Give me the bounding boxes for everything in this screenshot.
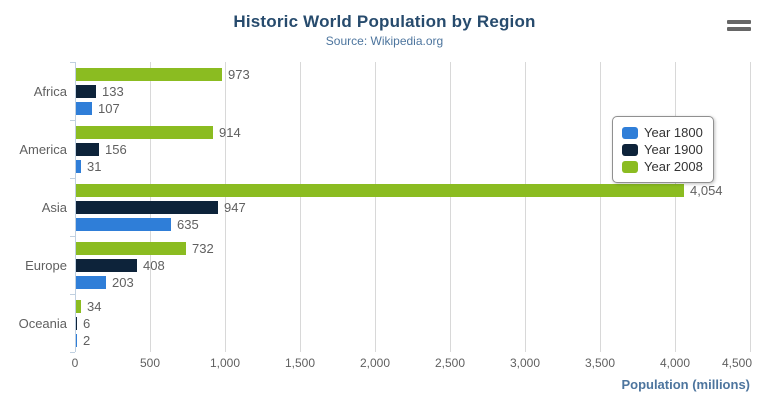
gridline [750, 62, 751, 352]
x-axis-title: Population (millions) [621, 377, 750, 392]
category-axis-tick [70, 352, 75, 353]
bar-year-1900 [76, 85, 96, 98]
bar-value-label: 635 [177, 217, 199, 232]
bar-year-1800 [76, 102, 92, 115]
bar-year-2008 [76, 126, 213, 139]
bar-value-label: 107 [98, 101, 120, 116]
category-axis-tick [70, 62, 75, 63]
legend-item[interactable]: Year 2008 [622, 159, 703, 174]
bar-value-label: 973 [228, 67, 250, 82]
legend-swatch [622, 143, 638, 156]
x-tick-label: 2,000 [359, 356, 391, 370]
bar-year-2008 [76, 242, 186, 255]
chart-subtitle: Source: Wikipedia.org [325, 34, 444, 48]
x-tick-label: 0 [71, 356, 79, 370]
x-tick-label: 500 [139, 356, 161, 370]
gridline [225, 62, 226, 352]
bar-value-label: 947 [224, 200, 246, 215]
gridline [600, 62, 601, 352]
x-tick-label: 1,500 [284, 356, 316, 370]
bar-value-label: 34 [87, 299, 102, 314]
gridline [525, 62, 526, 352]
gridline [300, 62, 301, 352]
bar-value-label: 2 [83, 333, 91, 348]
x-tick-label: 2,500 [434, 356, 466, 370]
legend-swatch [622, 126, 638, 139]
gridline [450, 62, 451, 352]
x-tick-label: 4,500 [721, 356, 753, 370]
bar-year-2008 [76, 68, 222, 81]
bar-year-2008 [76, 184, 684, 197]
bar-value-label: 732 [192, 241, 214, 256]
hamburger-icon [727, 20, 751, 31]
category-axis-tick [70, 236, 75, 237]
bar-year-1800 [76, 218, 171, 231]
chart-title: Historic World Population by Region [233, 12, 536, 31]
gridline [375, 62, 376, 352]
bar-value-label: 203 [112, 275, 134, 290]
bar-year-2008 [76, 300, 81, 313]
bar-year-1900 [76, 259, 137, 272]
legend-swatch [622, 160, 638, 173]
legend-item-label: Year 1900 [644, 142, 703, 157]
category-axis-tick [70, 120, 75, 121]
category-label: Africa [33, 83, 67, 99]
bar-year-1900 [76, 201, 218, 214]
legend-item[interactable]: Year 1800 [622, 125, 703, 140]
x-tick-label: 4,000 [659, 356, 691, 370]
legend: Year 1800 Year 1900 Year 2008 [612, 116, 714, 183]
category-label: America [19, 141, 67, 157]
legend-item[interactable]: Year 1900 [622, 142, 703, 157]
bar-value-label: 31 [87, 159, 102, 174]
legend-item-label: Year 1800 [644, 125, 703, 140]
legend-item-label: Year 2008 [644, 159, 703, 174]
x-tick-label: 1,000 [209, 356, 241, 370]
bar-year-1800 [76, 334, 77, 347]
x-tick-label: 3,000 [509, 356, 541, 370]
gridline [675, 62, 676, 352]
category-label: Europe [25, 257, 67, 273]
category-axis-line [75, 62, 76, 352]
bar-value-label: 4,054 [690, 183, 723, 198]
bar-year-1800 [76, 276, 106, 289]
context-menu-button[interactable] [727, 20, 751, 40]
bar-value-label: 156 [105, 142, 127, 157]
plot-area: 973 133 107 914 156 31 4,054 947 635 732 408 203 34 6… [70, 62, 751, 353]
x-tick-label: 3,500 [584, 356, 616, 370]
category-axis-tick [70, 178, 75, 179]
bar-year-1900 [76, 317, 77, 330]
bar-value-label: 914 [219, 125, 241, 140]
bar-value-label: 6 [83, 316, 91, 331]
category-label: Oceania [18, 315, 67, 331]
bar-value-label: 133 [102, 84, 124, 99]
bar-year-1900 [76, 143, 99, 156]
category-axis-tick [70, 294, 75, 295]
bar-year-1800 [76, 160, 81, 173]
category-label: Asia [41, 199, 67, 215]
bar-value-label: 408 [143, 258, 165, 273]
